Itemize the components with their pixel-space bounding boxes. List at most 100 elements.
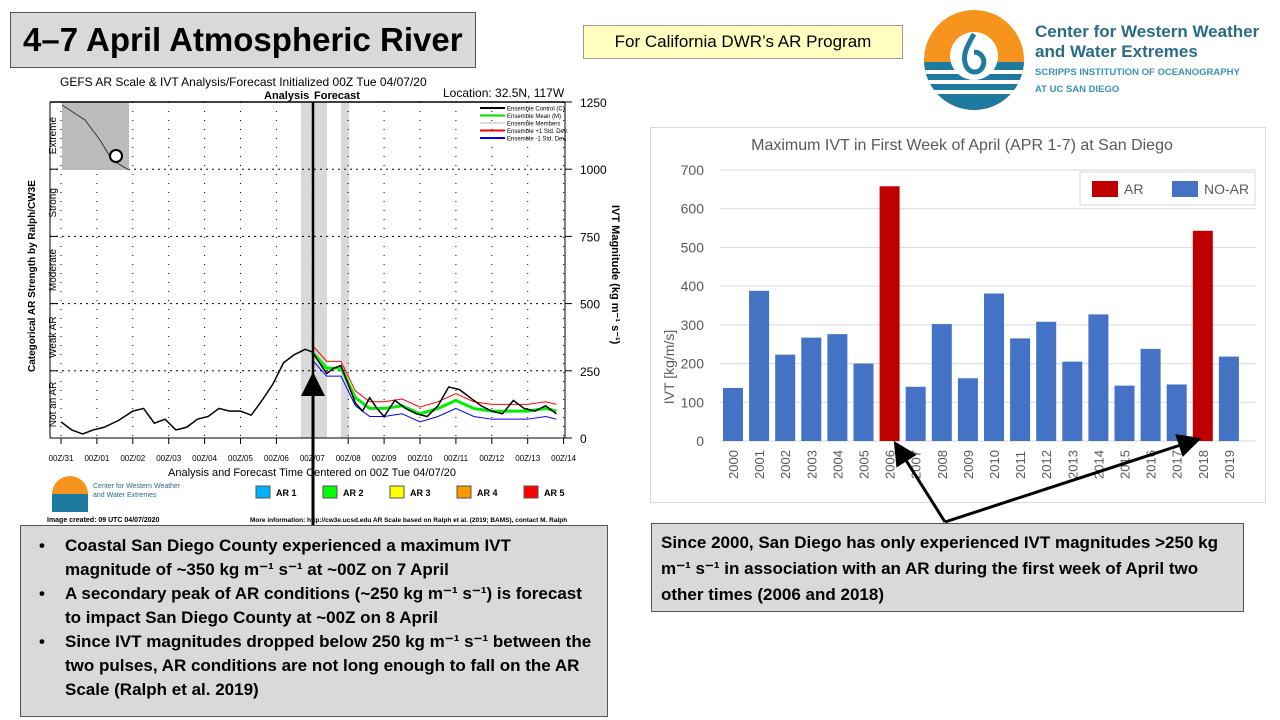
ivt-chart-title: GEFS AR Scale & IVT Analysis/Forecast In… <box>60 75 427 89</box>
bar <box>1088 314 1109 441</box>
bar-x-tick-label: 2011 <box>1013 451 1028 479</box>
climatology-note: Since 2000, San Diego has only experienc… <box>651 523 1244 612</box>
bar <box>1166 384 1187 441</box>
bullet-2: A secondary peak of AR conditions (~250 … <box>31 582 597 630</box>
bar-x-tick-label: 2002 <box>778 450 793 479</box>
legend-label: Ensemble Members <box>507 122 560 128</box>
analysis-label: Analysis <box>264 90 309 102</box>
bar <box>1036 321 1057 441</box>
bar <box>957 378 978 441</box>
right-axis-label: IVT Magnitude (kg m⁻¹ s⁻¹) <box>609 205 621 345</box>
legend-no-ar: NO-AR <box>1204 181 1249 197</box>
bar <box>801 337 822 441</box>
x-tick-label: 00Z/12 <box>479 454 504 463</box>
bar-x-tick-label: 2008 <box>935 450 950 479</box>
category-label: Not an AR <box>48 382 59 428</box>
bar-y-tick-label: 0 <box>696 433 704 449</box>
bar <box>905 386 926 441</box>
bar <box>853 363 874 441</box>
bar <box>1062 361 1083 441</box>
y-tick-label: 1000 <box>580 163 607 177</box>
cw3e-logo <box>924 10 1024 110</box>
legend-ar: AR <box>1124 181 1143 197</box>
created-label: Image created: 09 UTC 04/07/2020 <box>47 517 160 524</box>
bar-y-tick-label: 700 <box>681 162 705 178</box>
bar-x-tick-label: 2009 <box>961 450 976 479</box>
bar <box>775 354 796 441</box>
bar <box>723 387 743 441</box>
bar <box>1192 230 1213 441</box>
category-label: Strong <box>48 188 59 217</box>
bar <box>879 186 900 441</box>
bar-y-tick-label: 600 <box>681 201 705 217</box>
ar-legend-swatch <box>389 485 405 499</box>
bar-y-tick-label: 100 <box>681 394 705 410</box>
bar <box>931 324 952 441</box>
x-tick-label: 00Z/08 <box>336 454 361 463</box>
ensemble-control-line <box>60 348 557 435</box>
bar-x-tick-label: 2016 <box>1144 450 1159 479</box>
org-line1: Center for Western Weather <box>1035 22 1260 41</box>
bar-x-tick-label: 2001 <box>752 450 767 479</box>
x-tick-label: 00Z/04 <box>192 454 217 463</box>
category-label: Weak AR <box>48 316 59 358</box>
x-tick-label: 00Z/06 <box>264 454 289 463</box>
bar-x-tick-label: 2017 <box>1170 450 1185 479</box>
bullet-1: Coastal San Diego County experienced a m… <box>31 534 597 582</box>
y-tick-label: 1250 <box>580 96 607 110</box>
bar-y-tick-label: 300 <box>681 317 705 333</box>
x-tick-label: 00Z/03 <box>156 454 181 463</box>
legend-label: Ensemble -1 Std. Dev. <box>507 137 567 143</box>
bar <box>749 290 770 441</box>
bar-x-tick-label: 2007 <box>909 450 924 479</box>
category-label: Extreme <box>48 117 59 155</box>
bar-x-tick-label: 2004 <box>830 450 845 479</box>
ar-legend-label: AR 5 <box>544 488 565 498</box>
bar-x-tick-label: 2012 <box>1039 450 1054 479</box>
bar-x-tick-label: 2019 <box>1222 450 1237 479</box>
ar-legend-label: AR 3 <box>410 488 431 498</box>
y-tick-label: 750 <box>580 230 600 244</box>
bar <box>1010 338 1031 441</box>
ar-legend-label: AR 1 <box>276 488 297 498</box>
x-tick-label: 00Z/10 <box>408 454 433 463</box>
bar <box>1140 348 1161 441</box>
ar-legend-label: AR 2 <box>343 488 364 498</box>
bar-x-tick-label: 2003 <box>804 450 819 479</box>
bullet-3: Since IVT magnitudes dropped below 250 k… <box>31 630 597 702</box>
y-tick-label: 0 <box>580 432 587 446</box>
ar-legend-swatch <box>255 485 271 499</box>
x-tick-label: 00Z/01 <box>84 454 109 463</box>
bar-x-tick-label: 2006 <box>883 450 898 479</box>
x-tick-label: 00Z/09 <box>372 454 397 463</box>
bar-x-tick-label: 2005 <box>857 450 872 479</box>
x-tick-label: 00Z/11 <box>444 454 469 463</box>
bar-x-tick-label: 2015 <box>1118 450 1133 479</box>
ivt-forecast-chart: GEFS AR Scale & IVT Analysis/Forecast In… <box>27 75 621 525</box>
ar-legend-swatch <box>456 485 472 499</box>
org-line4: AT UC SAN DIEGO <box>1035 84 1120 95</box>
x-tick-label: 00Z/31 <box>49 454 74 463</box>
small-logo-line1: Center for Western Weather <box>93 483 181 490</box>
forecast-label: Forecast <box>314 90 360 102</box>
x-tick-label: 00Z/14 <box>551 454 576 463</box>
x-tick-label: 00Z/05 <box>228 454 253 463</box>
org-name: Center for Western Weather and Water Ext… <box>1035 22 1259 96</box>
bar-chart-title: Maximum IVT in First Week of April (APR … <box>751 137 1173 154</box>
bar <box>984 293 1004 441</box>
y-tick-label: 500 <box>580 298 600 312</box>
program-label: For California DWR’s AR Program <box>583 25 903 59</box>
bar <box>1114 385 1135 441</box>
bar-x-tick-label: 2013 <box>1065 450 1080 479</box>
max-ivt-bar-chart: Maximum IVT in First Week of April (APR … <box>650 127 1266 503</box>
left-axis-label: Categorical AR Strength by Ralph/CW3E <box>27 180 38 372</box>
bar-y-tick-label: 200 <box>681 356 705 372</box>
bar <box>827 334 848 441</box>
ar-legend-swatch <box>523 485 539 499</box>
summary-bullets: Coastal San Diego County experienced a m… <box>20 525 608 717</box>
category-label: Moderate <box>48 248 59 291</box>
minus-std-line <box>311 359 557 423</box>
slide-title: 4–7 April Atmospheric River <box>10 12 476 68</box>
ar-legend-swatch <box>322 485 338 499</box>
bar-x-tick-label: 2010 <box>987 450 1002 479</box>
